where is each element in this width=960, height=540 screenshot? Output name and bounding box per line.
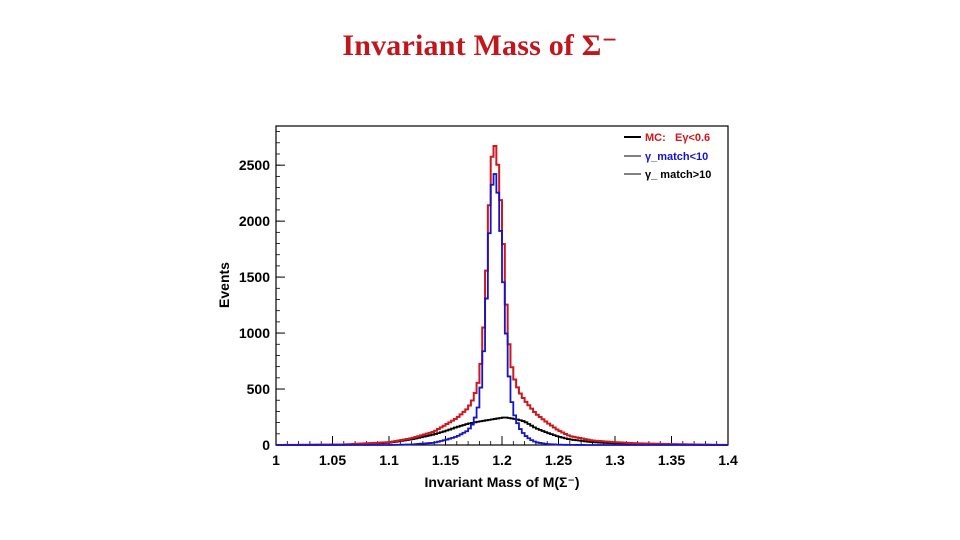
x-tick-label: 1.4 bbox=[718, 452, 738, 468]
x-tick-labels: 1 1.05 1.1 1.15 1.2 1.25 1.3 1.35 1.4 bbox=[272, 452, 738, 468]
x-tick-label: 1 bbox=[272, 452, 280, 468]
plot-frame bbox=[275, 125, 729, 446]
y-tick-label: 2500 bbox=[239, 157, 270, 173]
x-tick-label: 1.15 bbox=[432, 452, 459, 468]
x-tick-label: 1.05 bbox=[319, 452, 346, 468]
y-tick-label: 1500 bbox=[239, 269, 270, 285]
legend-label-mc: MC: bbox=[645, 132, 666, 144]
x-axis-label: Invariant Mass of M(Σ⁻) bbox=[424, 474, 579, 490]
x-tick-label: 1.2 bbox=[492, 452, 512, 468]
x-tick-label: 1.25 bbox=[545, 452, 572, 468]
x-tick-label: 1.1 bbox=[379, 452, 399, 468]
y-tick-label: 1000 bbox=[239, 325, 270, 341]
legend-label-match-lt10: γ_match<10 bbox=[645, 151, 708, 163]
x-tick-label: 1.3 bbox=[605, 452, 625, 468]
y-tick-label: 500 bbox=[247, 381, 271, 397]
legend-label-match-gt10: γ_ match>10 bbox=[645, 169, 711, 181]
x-tick-label: 1.35 bbox=[658, 452, 685, 468]
y-tick-label: 2000 bbox=[239, 213, 270, 229]
series-layer bbox=[276, 145, 728, 446]
y-tick-label: 0 bbox=[262, 437, 270, 453]
legend-cut-mc: Eγ<0.6 bbox=[675, 132, 710, 144]
series-match-lt10 bbox=[276, 173, 728, 446]
slide-title: Invariant Mass of Σ⁻ bbox=[342, 29, 618, 62]
y-axis-label: Events bbox=[216, 262, 232, 308]
y-tick-labels: 0 500 1000 1500 2000 2500 bbox=[239, 157, 270, 453]
series-mc-total bbox=[276, 145, 728, 446]
legend: MC: Eγ<0.6 γ_match<10 γ_ match>10 bbox=[624, 132, 711, 181]
